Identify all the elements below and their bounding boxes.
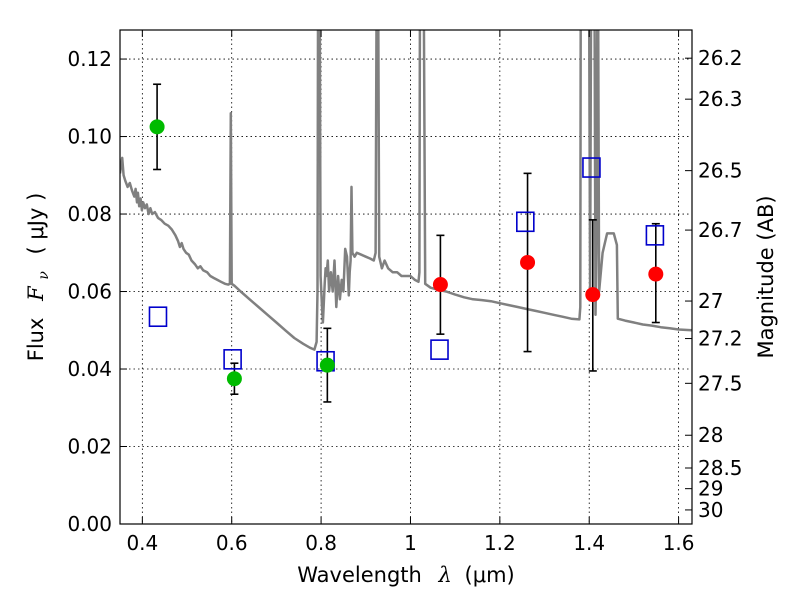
data-points-layer: [148, 119, 665, 387]
y2-tick-label: 27.5: [698, 371, 743, 395]
x-axis-title: Wavelength λ (μm): [297, 563, 514, 587]
plot-frame: [119, 29, 693, 525]
model-photometry-square: [148, 306, 168, 328]
model-photometry-square: [645, 225, 665, 246]
red-data-point: [648, 266, 664, 282]
x-axis-title-unit: (μm): [465, 563, 515, 587]
red-data-point: [432, 277, 448, 293]
y2-tick-label: 30: [698, 498, 723, 522]
y2-tick-label: 26.5: [698, 159, 743, 183]
y2-tick-label: 26.7: [698, 218, 743, 242]
y2-tick-label: 27: [698, 289, 723, 313]
model-photometry-square: [430, 339, 449, 360]
x-tick-label: 1.6: [663, 531, 695, 555]
y-tick-label: 0.02: [67, 435, 112, 459]
red-data-point: [585, 287, 601, 303]
y-tick-label: 0.10: [67, 125, 112, 149]
y-tick-label: 0.06: [67, 280, 112, 304]
model-photometry-square: [223, 349, 242, 370]
y2-tick-label: 28.5: [698, 456, 743, 480]
y-axis-title-unit: ( μJy ): [24, 193, 48, 255]
x-tick-label: 0.6: [216, 531, 248, 555]
y2-tick-label: 26.3: [698, 87, 743, 111]
y-axis-title-symbol: F: [24, 285, 48, 302]
model-photometry-square: [516, 211, 535, 233]
green-data-point: [149, 119, 165, 135]
x-tick-label: 0.8: [305, 531, 337, 555]
x-tick-label: 1: [404, 531, 417, 555]
y2-tick-label: 28: [698, 423, 723, 447]
x-tick-label: 1.4: [573, 531, 605, 555]
axis-ticks: [120, 30, 692, 525]
y-axis-title-subscript: ν: [36, 271, 52, 280]
y-tick-label: 0.04: [67, 357, 112, 381]
y2-tick-label: 29: [698, 477, 723, 501]
model-photometry-square: [582, 157, 601, 178]
x-axis-title-prefix: Wavelength: [297, 563, 422, 587]
y-tick-label: 0.00: [67, 512, 112, 536]
y2-axis-title: Magnitude (AB): [754, 195, 778, 358]
y-axis-title-prefix: Flux: [24, 318, 48, 362]
x-tick-label: 1.2: [484, 531, 516, 555]
y-tick-label: 0.08: [67, 202, 112, 226]
x-tick-label: 0.4: [126, 531, 158, 555]
green-data-point: [319, 357, 335, 373]
y2-tick-label: 26.2: [698, 46, 743, 70]
model-spectrum-layer: [120, 30, 692, 351]
x-axis-title-symbol: λ: [438, 563, 452, 587]
y-axis-title: Flux F ν ( μJy ): [24, 193, 53, 362]
green-data-point: [226, 371, 242, 387]
model-spectrum-line: [120, 30, 692, 351]
red-data-point: [520, 254, 536, 270]
axis-tick-labels: 0.4 0.6 0.8 1 1.2 1.4 1.6 0.00 0.02 0.04 0.06 0.08 0…: [67, 46, 742, 555]
y2-tick-label: 27.2: [698, 327, 743, 351]
y-tick-label: 0.12: [67, 47, 112, 71]
